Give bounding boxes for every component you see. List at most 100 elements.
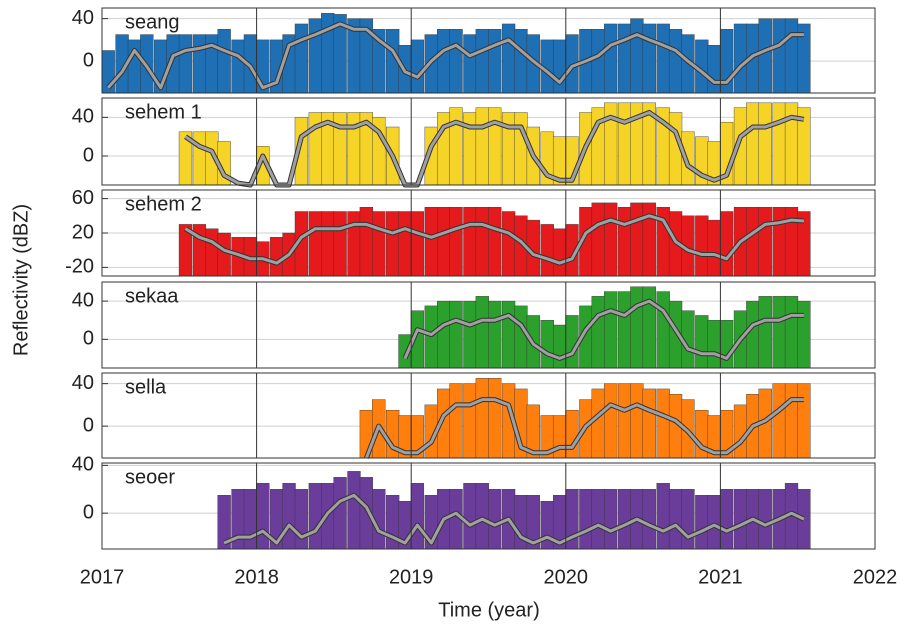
bar <box>475 107 489 186</box>
median-line <box>403 299 804 360</box>
bar <box>475 296 489 369</box>
bar <box>642 388 656 459</box>
bar <box>758 102 772 186</box>
bar <box>488 378 502 459</box>
bar <box>630 18 644 94</box>
bar <box>359 206 374 277</box>
y-tick-label: 60 <box>72 187 94 209</box>
bar <box>617 383 632 459</box>
bar <box>656 483 670 550</box>
panel-label: seoer <box>125 466 175 488</box>
bar <box>784 296 799 369</box>
bar <box>205 228 219 277</box>
bar <box>488 206 502 277</box>
bar <box>475 483 489 550</box>
median-line <box>365 398 804 459</box>
bar <box>540 224 554 277</box>
bar <box>463 34 477 94</box>
bar <box>695 315 709 369</box>
bar <box>463 300 477 369</box>
panel-frame <box>101 189 876 277</box>
panel-frame <box>101 372 876 459</box>
bar <box>758 18 772 94</box>
bar <box>733 404 748 459</box>
y-tick-label: 40 <box>72 106 94 128</box>
bar <box>784 18 799 94</box>
bar <box>746 300 760 369</box>
bar <box>294 23 309 94</box>
bar <box>449 29 463 94</box>
bar <box>347 211 361 277</box>
median-line <box>107 22 804 90</box>
panel-frame <box>101 97 876 186</box>
bar <box>192 34 207 94</box>
y-tick-label: 0 <box>83 49 94 71</box>
bar <box>437 29 451 94</box>
bar <box>695 495 709 550</box>
bar <box>488 29 502 94</box>
bar <box>463 483 477 550</box>
bar <box>772 18 786 94</box>
y-tick-label: -20 <box>65 256 94 278</box>
y-tick-label: 40 <box>72 7 94 29</box>
bar <box>758 296 772 369</box>
y-tick-label: 0 <box>83 328 94 350</box>
bar <box>475 378 489 459</box>
bar <box>192 131 207 186</box>
bar <box>449 107 463 186</box>
bar <box>733 489 748 550</box>
bar <box>386 211 400 277</box>
bar <box>591 202 605 277</box>
bar <box>746 206 760 277</box>
y-tick-label: 40 <box>72 454 94 476</box>
bar <box>308 18 322 94</box>
bar <box>552 324 567 369</box>
bar <box>719 489 734 550</box>
bar <box>758 206 772 277</box>
bar <box>449 300 463 369</box>
bar <box>333 211 347 277</box>
bar <box>463 206 477 277</box>
bar <box>540 320 554 369</box>
bar <box>733 23 748 94</box>
bar <box>642 489 656 550</box>
bar <box>488 107 502 186</box>
median-line <box>184 214 805 265</box>
bar <box>308 483 322 550</box>
bar <box>591 388 605 459</box>
y-axis-label: Reflectivity (dBZ) <box>10 204 32 356</box>
bar <box>347 471 361 550</box>
x-tick-label: 2021 <box>698 566 743 588</box>
bar <box>552 228 567 277</box>
panel-label: sella <box>125 376 167 398</box>
bar <box>617 291 632 369</box>
bar <box>617 102 632 186</box>
bar <box>449 383 463 459</box>
bar <box>308 211 322 277</box>
bar <box>514 112 528 186</box>
bar <box>617 489 632 550</box>
bar <box>591 29 605 94</box>
bar <box>603 23 618 94</box>
bar <box>772 296 786 369</box>
median-line <box>223 493 805 545</box>
bar <box>630 383 644 459</box>
y-tick-label: 0 <box>83 414 94 436</box>
bar <box>617 23 632 94</box>
bar <box>617 206 632 277</box>
bar <box>565 409 579 459</box>
y-tick-label: 0 <box>83 501 94 523</box>
bar <box>410 39 425 94</box>
bar <box>437 300 451 369</box>
bar <box>424 206 438 277</box>
bar <box>695 215 709 277</box>
panel-frame <box>101 7 876 94</box>
bar <box>797 383 811 459</box>
y-tick-label: 40 <box>72 289 94 311</box>
y-tick-label: 40 <box>72 372 94 394</box>
bar <box>437 206 451 277</box>
bar <box>463 383 477 459</box>
bar <box>603 202 618 277</box>
panel-label: sehem 1 <box>125 101 202 123</box>
